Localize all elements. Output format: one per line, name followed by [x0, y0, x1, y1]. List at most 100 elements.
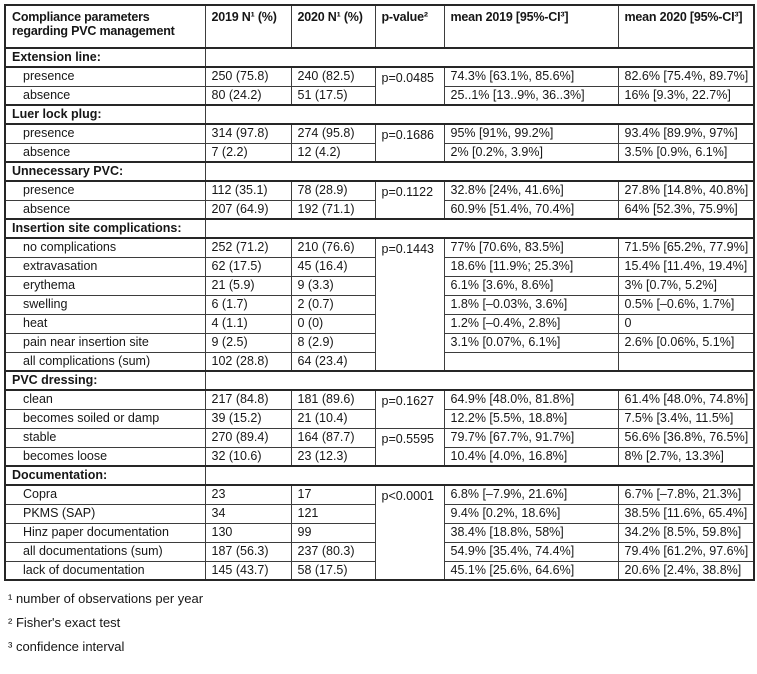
mean-2019-cell: 10.4% [4.0%, 16.8%]: [443, 446, 619, 467]
table-row: presence 314 (97.8) 274 (95.8) p=0.1686 95% …: [4, 123, 755, 163]
n-2019-cell: 217 (84.8): [204, 389, 292, 410]
p-value-cell: p=0.0485: [374, 66, 445, 106]
n-2019-cell: 21 (5.9): [204, 275, 292, 296]
row-label: all documentations (sum): [4, 541, 206, 562]
mean-2019-cell: 3.1% [0.07%, 6.1%]: [443, 332, 619, 353]
n-2019-cell: 9 (2.5): [204, 332, 292, 353]
section-spacer: [204, 161, 755, 182]
table-row: no complications 252 (71.2) 210 (76.6) p=0.…: [4, 237, 755, 372]
p-value-cell: p=0.1443: [374, 237, 445, 372]
n-2019-cell: 187 (56.3): [204, 541, 292, 562]
n-2019-cell: 207 (64.9): [204, 199, 292, 220]
mean-2020-cell: 3% [0.7%, 5.2%]: [617, 275, 755, 296]
table-row: all complications (sum) 102 (28.8) 64 (23.…: [4, 351, 755, 372]
section-spacer: [204, 218, 755, 239]
section-spacer: [204, 370, 755, 391]
mean-2020-cell: 2.6% [0.06%, 5.1%]: [617, 332, 755, 353]
n-2020-cell: 274 (95.8): [290, 123, 376, 144]
mean-2020-cell: [617, 351, 755, 372]
section-title: Unnecessary PVC:: [4, 161, 206, 182]
mean-2019-cell: [443, 351, 619, 372]
row-label: stable: [4, 427, 206, 448]
row-label: extravasation: [4, 256, 206, 277]
mean-2019-cell: 6.8% [–7.9%, 21.6%]: [443, 484, 619, 505]
row-label: absence: [4, 142, 206, 163]
row-label: Copra: [4, 484, 206, 505]
mean-2019-cell: 64.9% [48.0%, 81.8%]: [443, 389, 619, 410]
mean-2020-cell: 82.6% [75.4%, 89.7%]: [617, 66, 755, 87]
n-2019-cell: 252 (71.2): [204, 237, 292, 258]
n-2019-cell: 6 (1.7): [204, 294, 292, 315]
row-label: swelling: [4, 294, 206, 315]
mean-2020-cell: 15.4% [11.4%, 19.4%]: [617, 256, 755, 277]
n-2020-cell: 99: [290, 522, 376, 543]
row-label: clean: [4, 389, 206, 410]
n-2019-cell: 34: [204, 503, 292, 524]
mean-2019-cell: 12.2% [5.5%, 18.8%]: [443, 408, 619, 429]
n-2019-cell: 32 (10.6): [204, 446, 292, 467]
compliance-table: Compliance parameters regarding PVC mana…: [4, 4, 755, 581]
n-2020-cell: 2 (0.7): [290, 294, 376, 315]
row-label: becomes soiled or damp: [4, 408, 206, 429]
mean-2019-cell: 54.9% [35.4%, 74.4%]: [443, 541, 619, 562]
n-2020-cell: 51 (17.5): [290, 85, 376, 106]
n-2020-cell: 9 (3.3): [290, 275, 376, 296]
section-row: Luer lock plug:: [4, 104, 755, 125]
table-row: presence 250 (75.8) 240 (82.5) p=0.0485 74.3…: [4, 66, 755, 106]
row-label: presence: [4, 66, 206, 87]
col-header-p-value: p-value²: [374, 4, 445, 49]
footnote-confidence-interval: ³ confidence interval: [8, 639, 125, 654]
mean-2019-cell: 1.2% [–0.4%, 2.8%]: [443, 313, 619, 334]
section-row: PVC dressing:: [4, 370, 755, 391]
mean-2019-cell: 6.1% [3.6%, 8.6%]: [443, 275, 619, 296]
mean-2019-cell: 45.1% [25.6%, 64.6%]: [443, 560, 619, 581]
n-2019-cell: 80 (24.2): [204, 85, 292, 106]
section-row: Insertion site complications:: [4, 218, 755, 239]
mean-2020-cell: 61.4% [48.0%, 74.8%]: [617, 389, 755, 410]
mean-2020-cell: 16% [9.3%, 22.7%]: [617, 85, 755, 106]
row-label: lack of documentation: [4, 560, 206, 581]
n-2020-cell: 164 (87.7): [290, 427, 376, 448]
p-value-cell: p=0.1122: [374, 180, 445, 220]
n-2020-cell: 64 (23.4): [290, 351, 376, 372]
table-row: absence 80 (24.2) 51 (17.5) 25..1% [13..9%,…: [4, 85, 755, 106]
section-title: Documentation:: [4, 465, 206, 486]
mean-2020-cell: 7.5% [3.4%, 11.5%]: [617, 408, 755, 429]
n-2020-cell: 12 (4.2): [290, 142, 376, 163]
table-row: clean 217 (84.8) 181 (89.6) p=0.1627 64.9% […: [4, 389, 755, 429]
n-2020-cell: 192 (71.1): [290, 199, 376, 220]
mean-2020-cell: 27.8% [14.8%, 40.8%]: [617, 180, 755, 201]
table-row: becomes soiled or damp 39 (15.2) 21 (10.4)…: [4, 408, 755, 429]
p-value-cell: p=0.1686: [374, 123, 445, 163]
mean-2019-cell: 18.6% [11.9%; 25.3%]: [443, 256, 619, 277]
mean-2019-cell: 25..1% [13..9%, 36..3%]: [443, 85, 619, 106]
mean-2019-cell: 77% [70.6%, 83.5%]: [443, 237, 619, 258]
section-spacer: [204, 104, 755, 125]
p-value-cell: p=0.5595: [374, 427, 445, 467]
section-title: PVC dressing:: [4, 370, 206, 391]
mean-2020-cell: 20.6% [2.4%, 38.8%]: [617, 560, 755, 581]
row-label: all complications (sum): [4, 351, 206, 372]
col-header-mean-2019: mean 2019 [95%-CI³]: [443, 4, 619, 49]
table-row: absence 207 (64.9) 192 (71.1) 60.9% [51.4%,…: [4, 199, 755, 220]
mean-2019-cell: 32.8% [24%, 41.6%]: [443, 180, 619, 201]
n-2019-cell: 102 (28.8): [204, 351, 292, 372]
n-2020-cell: 23 (12.3): [290, 446, 376, 467]
mean-2019-cell: 95% [91%, 99.2%]: [443, 123, 619, 144]
table-row: extravasation 62 (17.5) 45 (16.4) 18.6% [11…: [4, 256, 755, 277]
p-value-cell: p=0.1627: [374, 389, 445, 429]
row-label: erythema: [4, 275, 206, 296]
row-label: Hinz paper documentation: [4, 522, 206, 543]
table-row: becomes loose 32 (10.6) 23 (12.3) 10.4% [4.…: [4, 446, 755, 467]
table-row: pain near insertion site 9 (2.5) 8 (2.9) 3.…: [4, 332, 755, 353]
n-2020-cell: 0 (0): [290, 313, 376, 334]
col-header-mean-2020: mean 2020 [95%-CI³]: [617, 4, 755, 49]
n-2020-cell: 17: [290, 484, 376, 505]
table-row: erythema 21 (5.9) 9 (3.3) 6.1% [3.6%, 8.6%]…: [4, 275, 755, 296]
n-2019-cell: 23: [204, 484, 292, 505]
row-label: absence: [4, 199, 206, 220]
section-spacer: [204, 47, 755, 68]
col-header-parameter: Compliance parameters regarding PVC mana…: [4, 4, 206, 49]
footnote-fishers-test: ² Fisher's exact test: [8, 615, 121, 630]
p-value-cell: p<0.0001: [374, 484, 445, 581]
